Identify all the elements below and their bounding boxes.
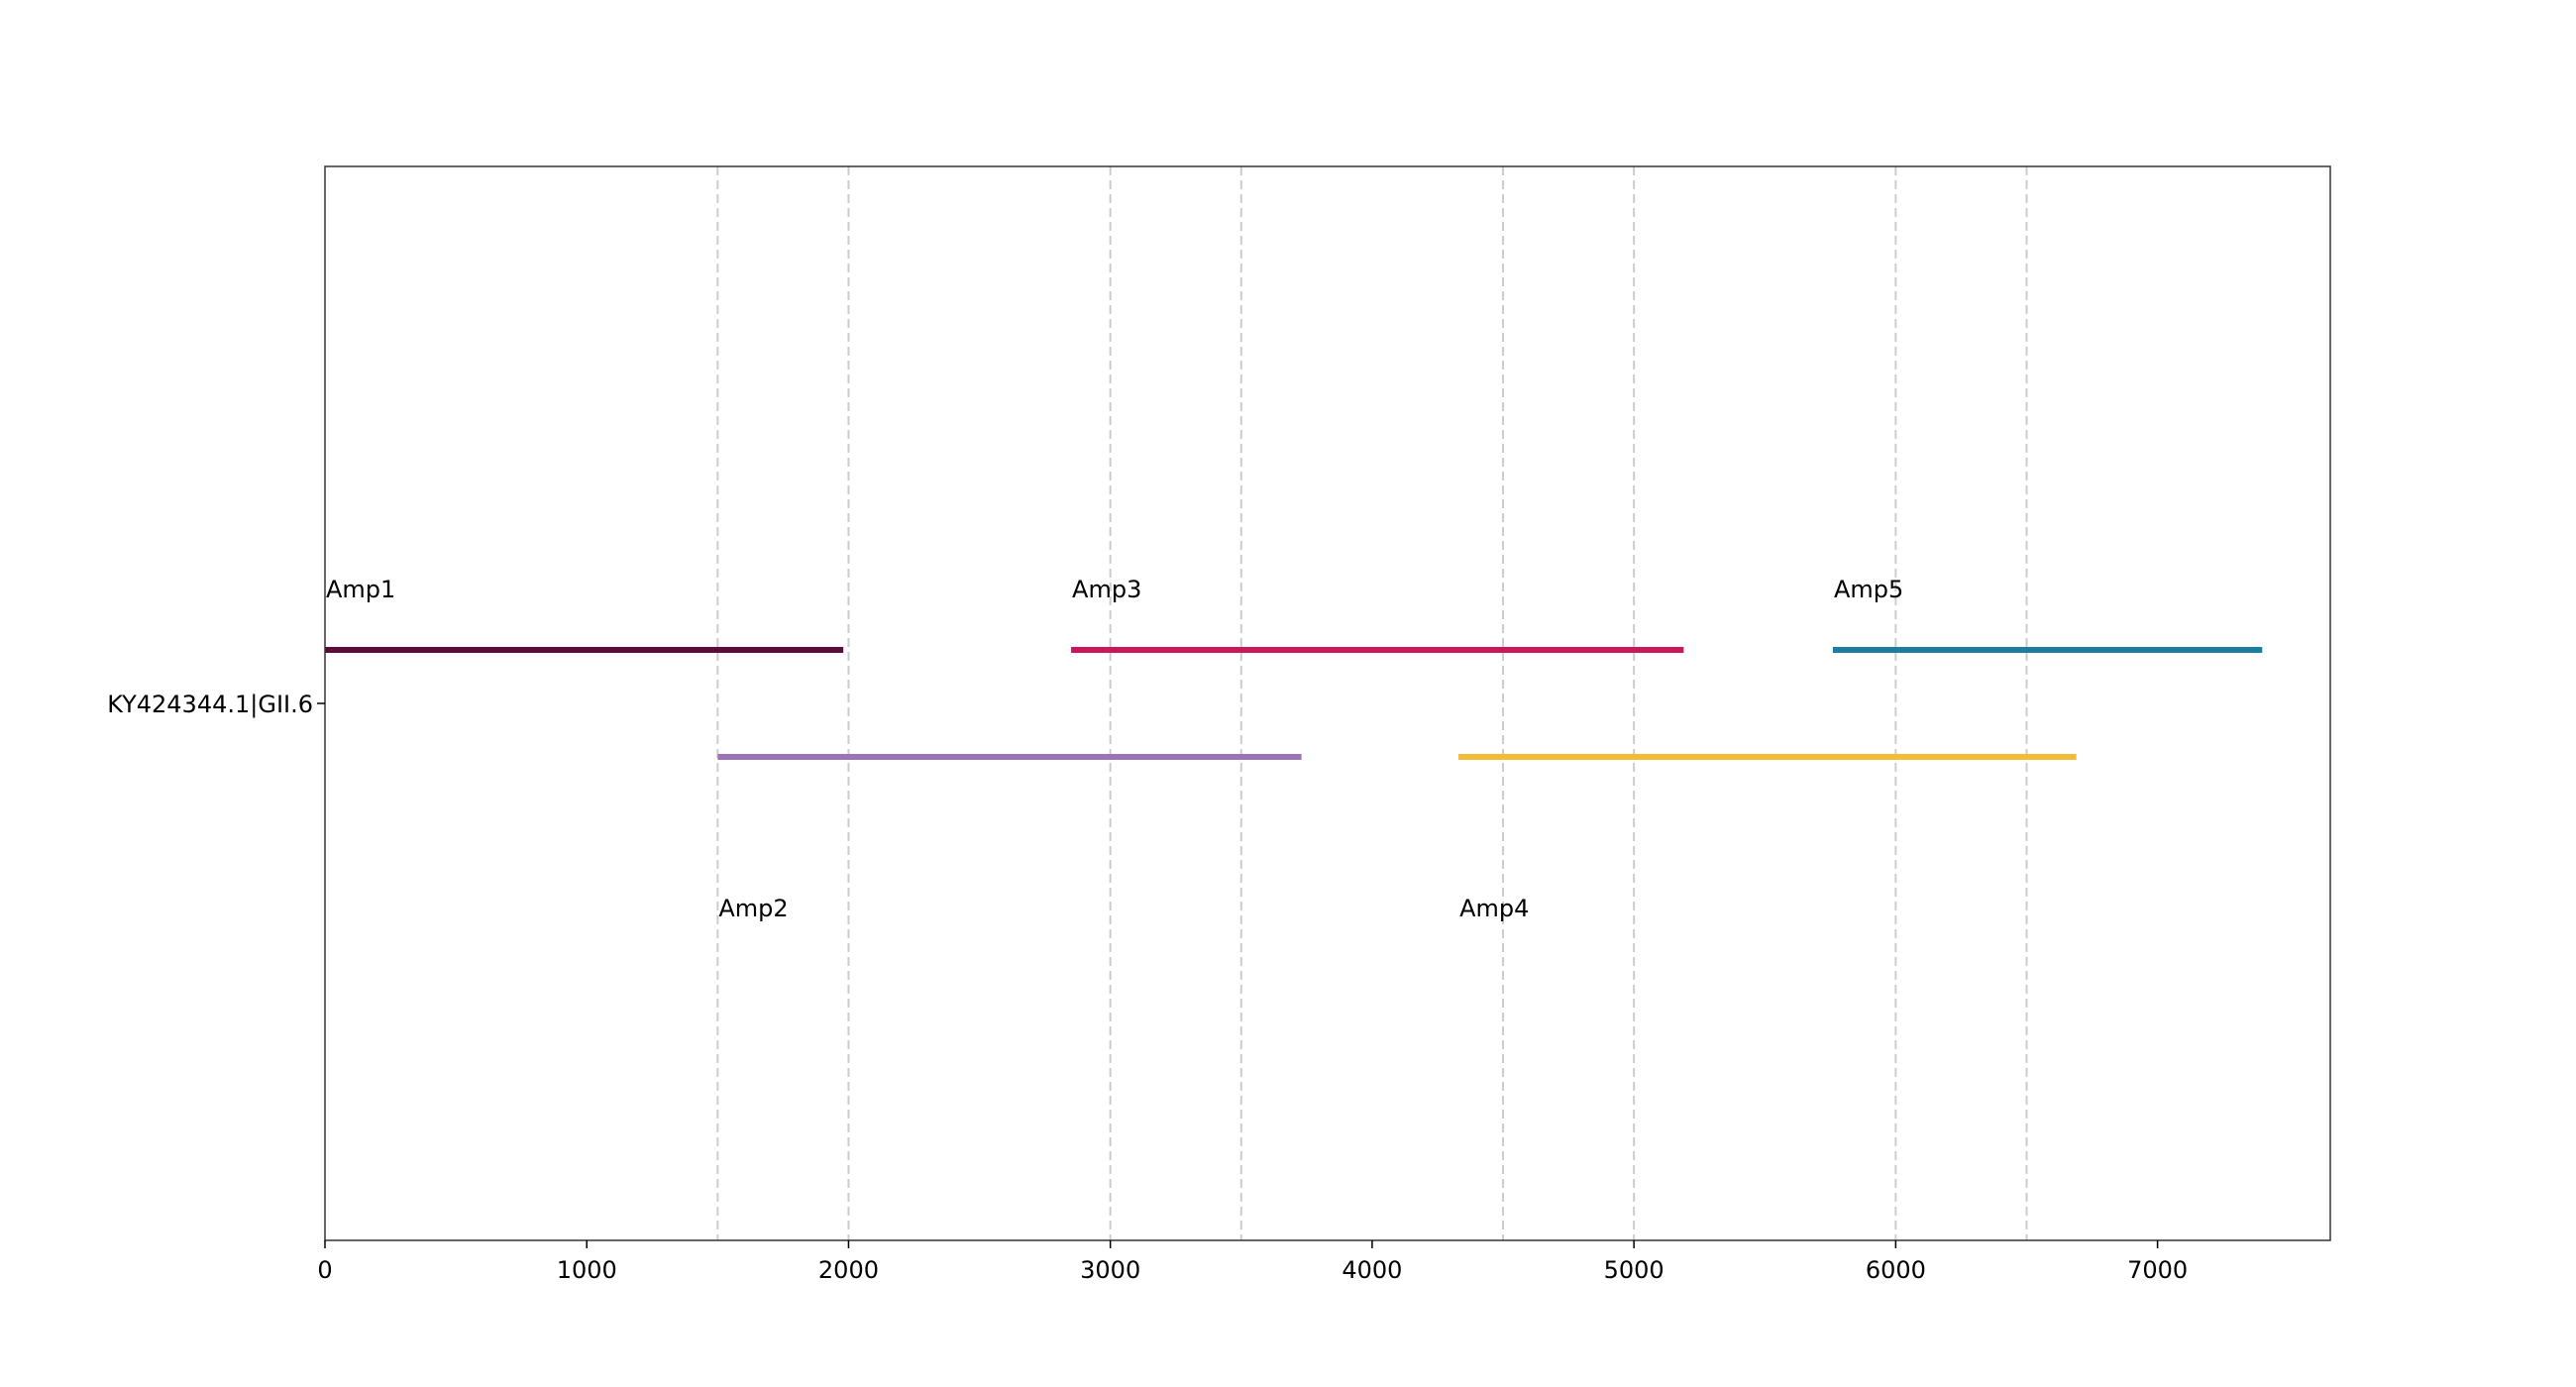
x-tick-label: 1000	[557, 1256, 617, 1284]
x-tick-label: 2000	[818, 1256, 879, 1284]
amplicon-labels: Amp1 Amp2 Amp3 Amp4 Amp5	[326, 576, 1903, 922]
x-tick-label: 6000	[1866, 1256, 1926, 1284]
amplicon-label-amp3: Amp3	[1072, 576, 1141, 603]
amplicon-bars	[325, 647, 2263, 760]
y-tick-label: KY424344.1|GII.6	[107, 691, 313, 718]
x-tick-label: 0	[317, 1256, 332, 1284]
amplicon-label-amp1: Amp1	[326, 576, 395, 603]
x-tick-label: 4000	[1342, 1256, 1402, 1284]
amplicon-label-amp4: Amp4	[1459, 895, 1529, 922]
x-tick-label: 7000	[2127, 1256, 2188, 1284]
x-tick-label: 3000	[1080, 1256, 1140, 1284]
amplicon-label-amp5: Amp5	[1834, 576, 1903, 603]
x-tick-label: 5000	[1604, 1256, 1664, 1284]
gridlines	[716, 166, 2028, 1240]
amplicon-label-amp2: Amp2	[718, 895, 788, 922]
x-axis: 0 1000 2000 3000 4000 5000 6000 7000	[317, 1240, 2188, 1284]
y-axis: KY424344.1|GII.6	[107, 691, 325, 718]
